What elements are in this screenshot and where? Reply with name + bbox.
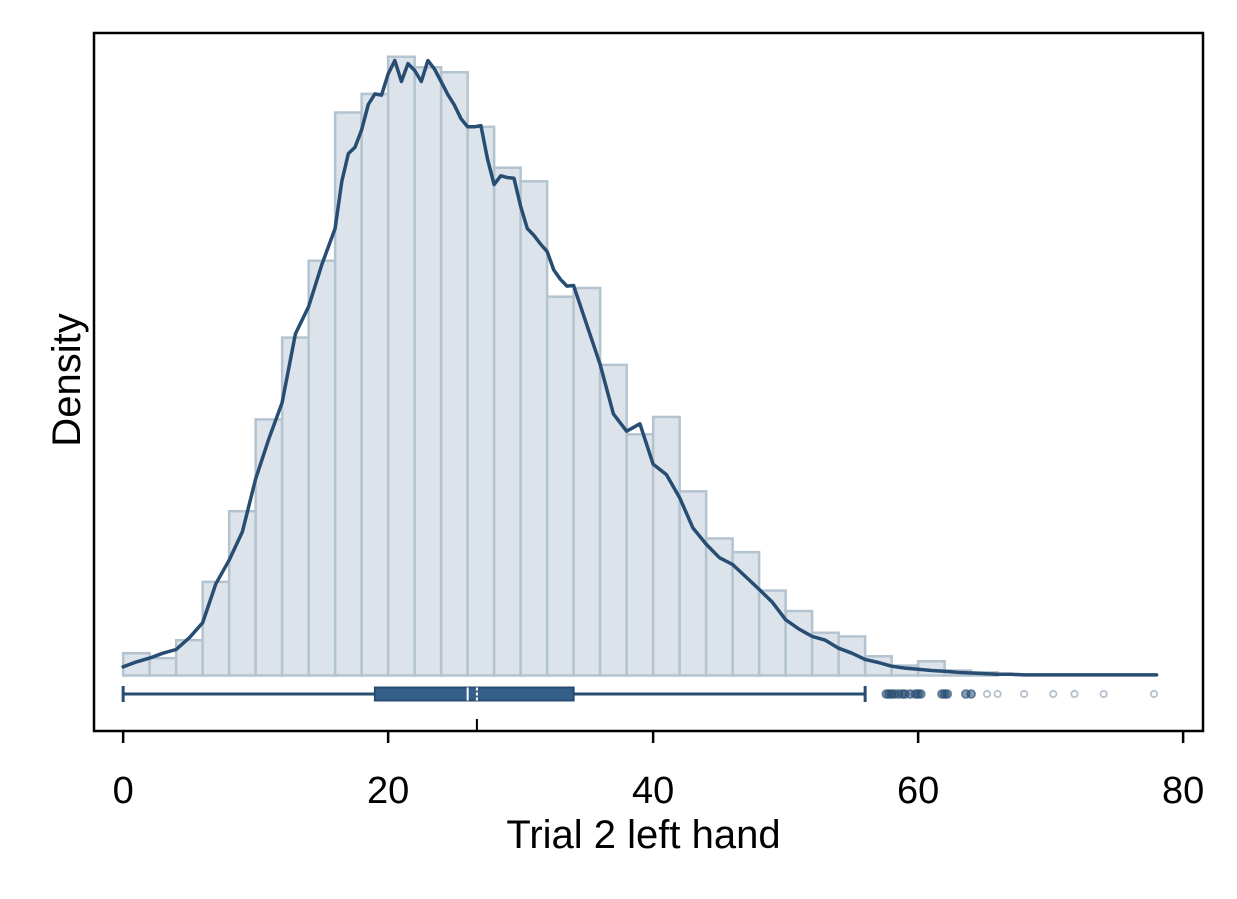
outlier-point-19 [1049, 689, 1058, 699]
outlier-point-21 [1099, 689, 1108, 699]
outlier-point-17 [993, 689, 1002, 699]
outlier-point-13 [942, 689, 953, 699]
boxplot-box [373, 686, 575, 702]
outlier-point-20 [1070, 689, 1079, 699]
x-axis-ticks: 0 20 40 60 80 [113, 731, 1204, 812]
histogram-bar-8 [333, 111, 363, 677]
histogram-bar-13 [466, 125, 496, 677]
histogram-bar-16 [545, 295, 575, 677]
x-tick-label-0: 0 [113, 770, 134, 812]
histogram-bar-17 [572, 286, 602, 677]
x-tick-label-20: 20 [367, 770, 409, 812]
histogram-bar-23 [731, 550, 761, 677]
outlier-point-15 [966, 689, 977, 699]
outlier-point-22 [1149, 689, 1159, 699]
histogram-bar-1 [148, 656, 178, 677]
histogram-bar-19 [625, 433, 655, 677]
histogram-bar-12 [439, 70, 469, 677]
histogram-bar-21 [678, 490, 708, 677]
density-curve-layer [121, 58, 1159, 677]
histogram-bar-14 [492, 166, 522, 677]
x-tick-label-60: 60 [897, 770, 939, 812]
outlier-point-16 [982, 689, 992, 699]
histogram-bars [121, 55, 999, 677]
histogram-bar-20 [651, 415, 681, 677]
density-curve [121, 58, 1159, 677]
boxplot [121, 686, 1159, 731]
histogram-bar-7 [307, 259, 337, 677]
plot-frame [92, 31, 1205, 733]
outlier-point-18 [1020, 689, 1029, 699]
histogram-bar-3 [201, 580, 231, 677]
histogram-bar-24 [757, 589, 787, 677]
histogram-bar-5 [254, 418, 284, 677]
histogram-bar-11 [413, 66, 443, 677]
histogram-bar-15 [519, 180, 549, 677]
x-axis-label: Trial 2 left hand [506, 813, 780, 857]
x-tick-label-80: 80 [1162, 770, 1204, 812]
x-tick-label-40: 40 [632, 770, 674, 812]
histogram-bar-10 [386, 55, 416, 677]
outlier-point-10 [915, 689, 926, 699]
y-axis-label: Density [45, 313, 89, 446]
histogram-bar-9 [360, 92, 390, 677]
